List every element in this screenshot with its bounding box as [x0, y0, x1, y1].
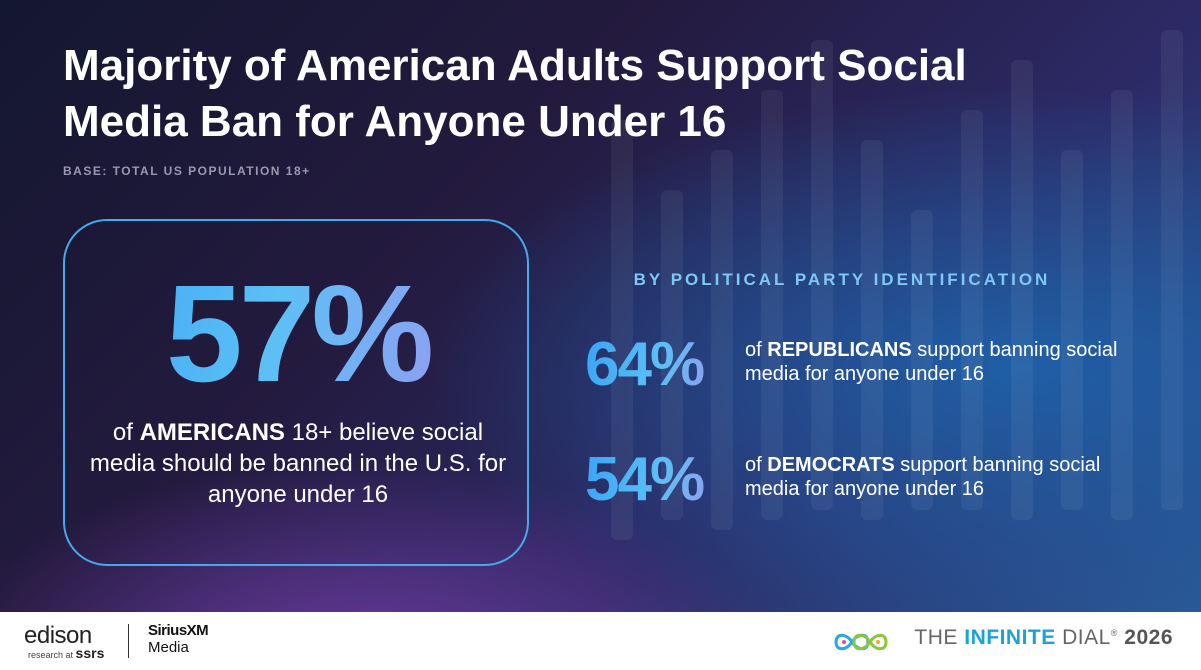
republicans-label: REPUBLICANS [767, 339, 912, 361]
democrats-description: of DEMOCRATS support banning social medi… [745, 454, 1101, 500]
americans-label: AMERICANS [139, 419, 285, 446]
democrats-stat: 54% of DEMOCRATS support banning social … [585, 445, 1145, 515]
footer: edison research at ssrs SiriusXM Media TH… [0, 612, 1201, 670]
republicans-percentage: 64% [585, 330, 735, 400]
party-heading: BY POLITICAL PARTY IDENTIFICATION [633, 270, 1051, 289]
infinite-dial-icon [834, 633, 888, 651]
democrats-label: DEMOCRATS [767, 454, 895, 476]
logo-divider [128, 624, 129, 658]
edison-logo: edison [24, 622, 92, 649]
democrats-percentage: 54% [585, 445, 735, 515]
base-note: BASE: TOTAL US POPULATION 18+ [63, 164, 311, 178]
overall-description: of AMERICANS 18+ believe social media sh… [89, 419, 507, 508]
siriusxm-media-logo: SiriusXM Media [148, 622, 209, 656]
overall-stat-card: 57% of AMERICANS 18+ believe social medi… [63, 219, 529, 566]
republicans-stat: 64% of REPUBLICANS support banning socia… [585, 330, 1145, 400]
page-title: Majority of American Adults Support Soci… [63, 41, 967, 146]
republicans-description: of REPUBLICANS support banning social me… [745, 339, 1118, 385]
overall-percentage: 57% [65, 259, 531, 409]
infinite-dial-wordmark: THE INFINITE DIAL® 2026 [914, 626, 1173, 649]
background-bars-decoration [581, 0, 1201, 612]
edison-sub-logo: research at ssrs [28, 645, 105, 661]
